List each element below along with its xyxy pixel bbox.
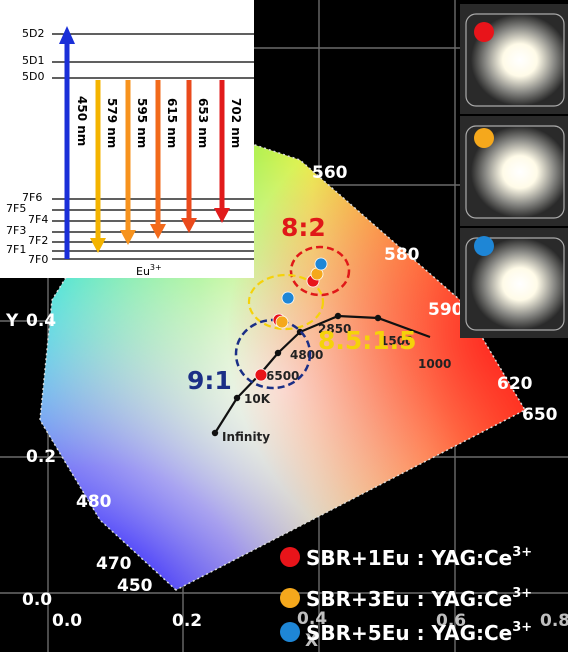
y-tick-0.0: 0.0 [22, 590, 52, 610]
lamp-indicator-1 [474, 22, 494, 42]
wl-450: 450 [117, 576, 153, 596]
planck-label-4800: 4800 [290, 348, 323, 362]
planck-label-infinity: Infinity [222, 430, 270, 444]
group-label-8-2: 8:2 [281, 213, 326, 242]
transition-label-653: 653 nm [196, 98, 210, 148]
transition-label-595: 595 nm [135, 98, 149, 148]
legend-marker-3 [280, 622, 300, 642]
level-7f1: 7F1 [6, 243, 26, 256]
transition-arrowhead-450 [59, 26, 75, 44]
group-label-8-5-1-5: 8.5:1.5 [318, 326, 417, 355]
level-7f5: 7F5 [6, 202, 26, 215]
transition-arrowhead-579 [90, 238, 106, 253]
lamp-indicator-2 [474, 128, 494, 148]
legend-label-1: SBR+1Eu : YAG:Ce3+ [306, 545, 532, 570]
legend-label-2: SBR+3Eu : YAG:Ce3+ [306, 586, 532, 611]
lamp-photo-3 [465, 237, 565, 331]
y-axis-label: Y [5, 311, 19, 331]
wl-470: 470 [96, 554, 132, 574]
transition-arrowhead-615 [150, 224, 166, 239]
x-tick-0.0: 0.0 [52, 611, 82, 631]
legend-label-3: SBR+5Eu : YAG:Ce3+ [306, 620, 532, 645]
transition-label-579: 579 nm [105, 98, 119, 148]
y-tick-0.2: 0.2 [26, 447, 56, 467]
planck-label-6500: 6500 [266, 369, 299, 383]
x-tick-0.6: 0.6 [436, 611, 466, 631]
planck-label-10k: 10K [244, 392, 271, 406]
ion-label: Eu3+ [136, 263, 162, 278]
planck-label-2850: 2850 [318, 322, 351, 336]
group-label-9-1: 9:1 [187, 366, 232, 395]
wl-480: 480 [76, 492, 112, 512]
level-7f2: 7F2 [28, 234, 48, 247]
spectral-locus [39, 129, 527, 591]
level-7f0: 7F0 [28, 253, 48, 266]
legend-marker-1 [280, 547, 300, 567]
lamp-photos [460, 4, 568, 338]
transition-arrowhead-653 [181, 218, 197, 233]
level-5d1: 5D1 [22, 54, 44, 67]
transition-arrowhead-702 [214, 208, 230, 223]
level-5d0: 5D0 [22, 70, 44, 83]
lamp-indicator-3 [474, 236, 494, 256]
level-7f6: 7F6 [22, 191, 42, 204]
x-tick-0.4: 0.4 [297, 609, 327, 629]
lamp-photo-2 [465, 125, 565, 219]
x-axis-label: X [305, 631, 318, 651]
level-5d2: 5D2 [22, 27, 44, 40]
wl-620: 620 [497, 374, 533, 394]
level-7f3: 7F3 [6, 224, 26, 237]
transition-arrowhead-595 [120, 230, 136, 245]
wl-590: 590 [428, 300, 464, 320]
planck-label-1500: 1500 [380, 334, 413, 348]
legend: SBR+1Eu : YAG:Ce3+ SBR+3Eu : YAG:Ce3+ SB… [280, 545, 532, 645]
legend-marker-2 [280, 588, 300, 608]
transition-label-450: 450 nm [75, 96, 89, 146]
energy-level-inset: 5D2 5D1 5D0 7F6 7F5 7F4 7F3 7F2 7F1 7F0 … [0, 0, 254, 278]
group-ellipse-8-5-1-5 [247, 273, 325, 331]
wl-650: 650 [522, 405, 558, 425]
wl-560: 560 [312, 163, 348, 183]
x-tick-0.2: 0.2 [172, 611, 202, 631]
transition-label-615: 615 nm [165, 98, 179, 148]
planckian-locus [214, 314, 431, 434]
x-tick-0.8: 0.8 [540, 611, 568, 631]
planck-label-1000: 1000 [418, 357, 451, 371]
wl-580: 580 [384, 245, 420, 265]
level-7f4: 7F4 [28, 213, 48, 226]
y-tick-0.4: 0.4 [26, 311, 56, 331]
group-ellipse-8-2 [289, 245, 351, 297]
transition-label-702: 702 nm [229, 98, 243, 148]
sample-points [254, 257, 328, 382]
